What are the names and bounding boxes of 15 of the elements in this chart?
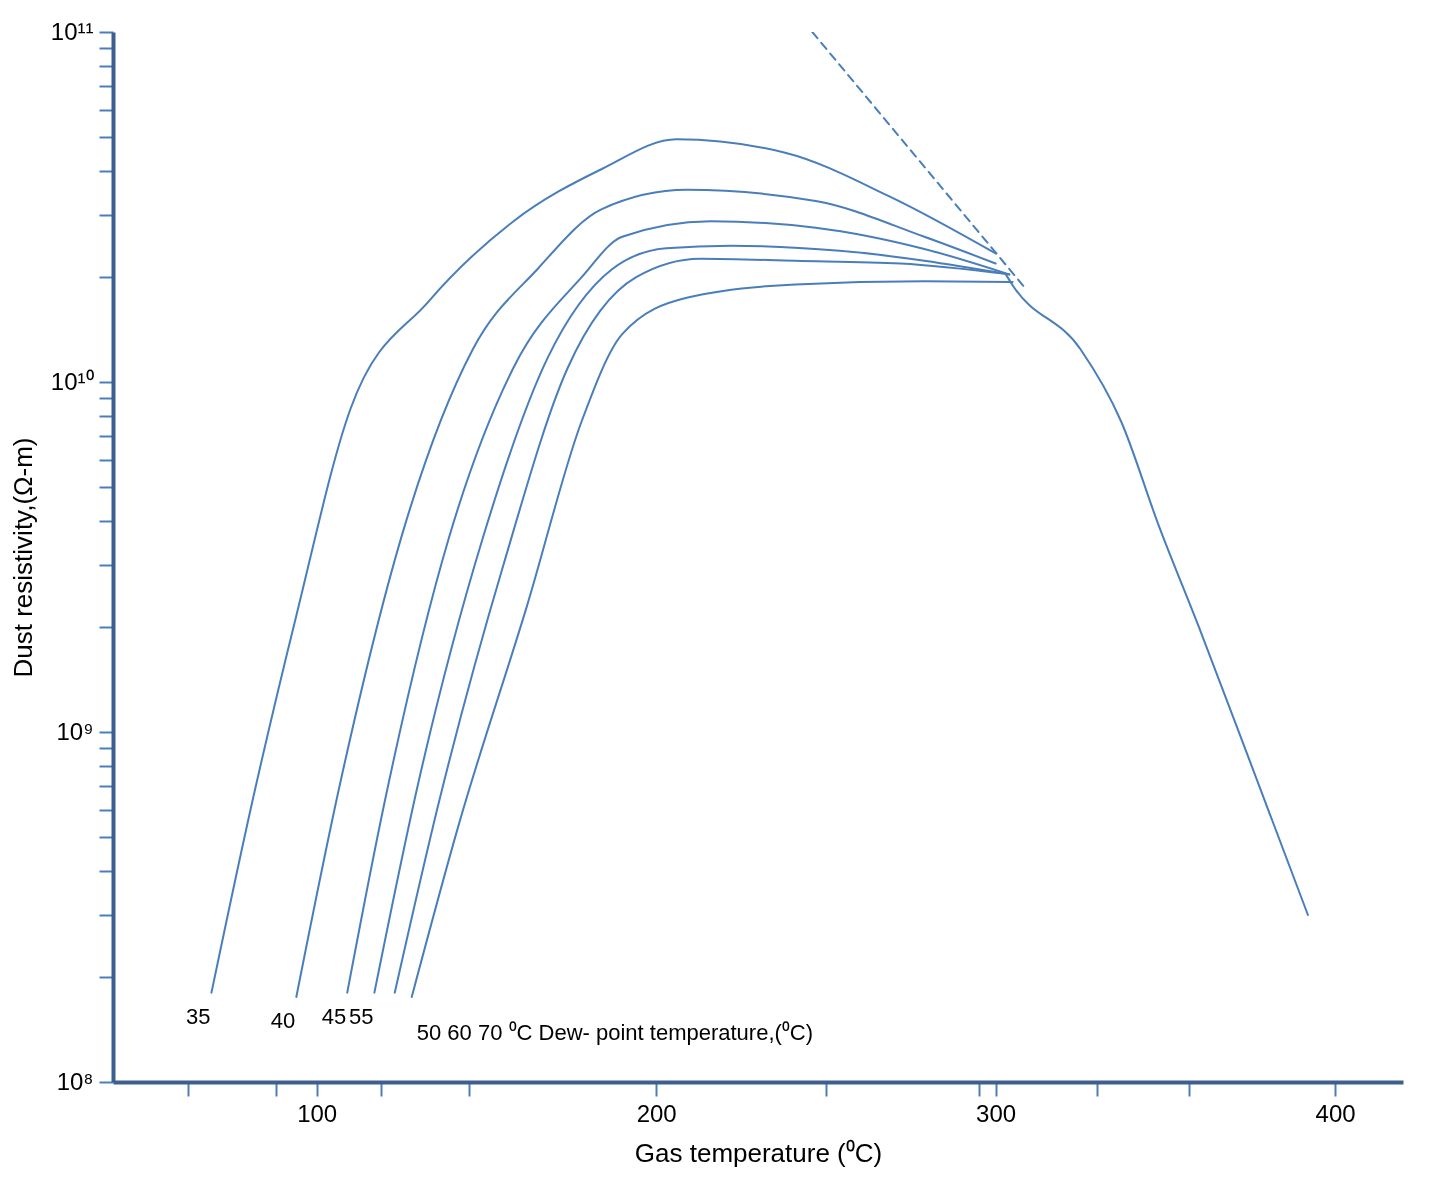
x-axis-title: Gas temperature (⁰C) (634, 1137, 883, 1168)
x-tick-label: 200 (636, 1099, 677, 1127)
y-tick-label: 10¹⁰ (50, 367, 94, 395)
y-tick-label: 10¹¹ (50, 17, 94, 45)
x-tick-label: 300 (976, 1099, 1017, 1127)
y-tick-label: 10⁹ (56, 717, 94, 745)
annotation: 40 (270, 1007, 296, 1033)
y-axis-title: Dust resistivity,(Ω-m) (7, 437, 38, 678)
y-tick-label: 10⁸ (56, 1067, 94, 1095)
x-tick-label: 100 (297, 1099, 338, 1127)
annotation: 45 (321, 1003, 347, 1029)
annotation: 35 (185, 1003, 211, 1029)
annotation: 55 (348, 1003, 374, 1029)
x-tick-label: 400 (1315, 1099, 1356, 1127)
annotation: 50 60 70 ⁰C Dew- point temperature,(⁰C) (416, 1019, 814, 1045)
